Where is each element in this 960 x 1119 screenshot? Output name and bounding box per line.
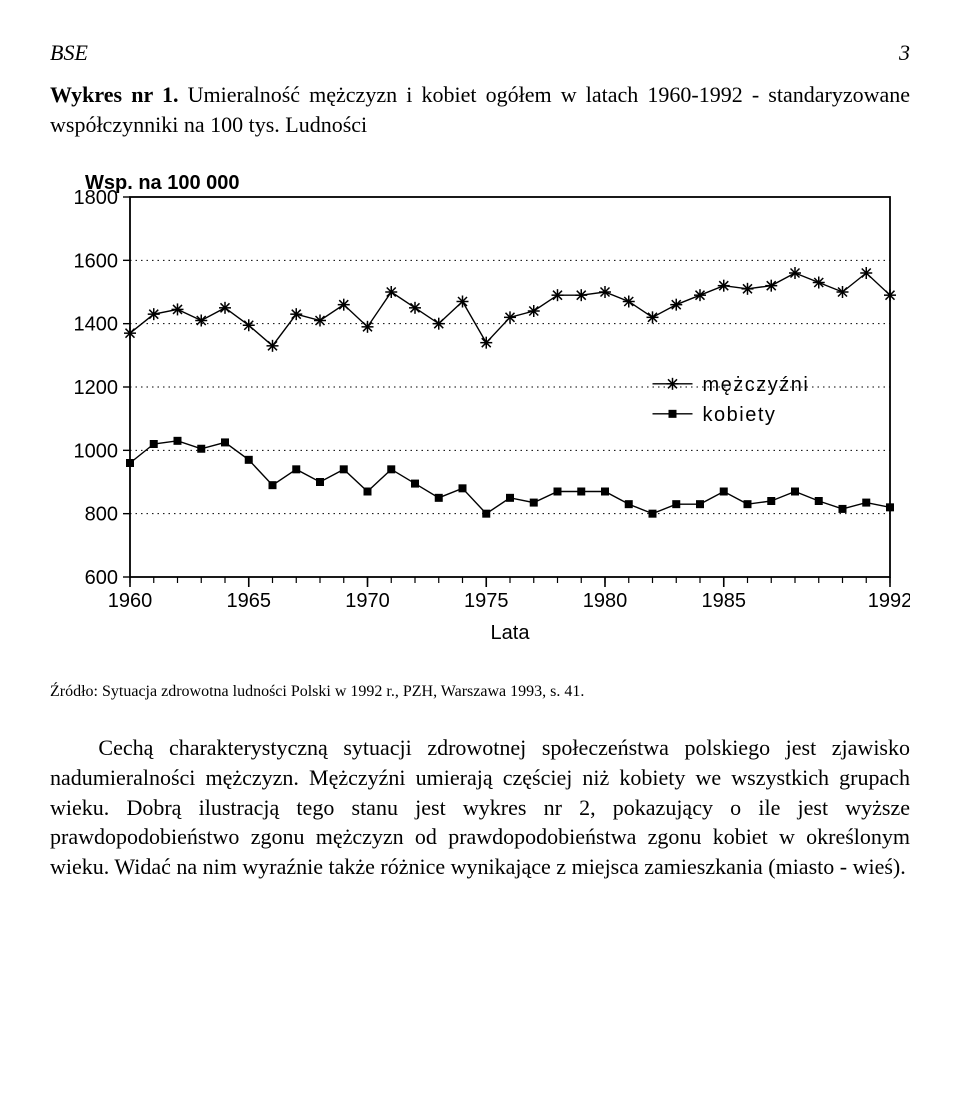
chart-svg: Wsp. na 100 0006008001000120014001600180… <box>50 167 910 647</box>
mortality-chart: Wsp. na 100 0006008001000120014001600180… <box>50 167 910 647</box>
svg-text:1400: 1400 <box>74 314 119 336</box>
figure-title-bold: Wykres nr 1. <box>50 82 178 107</box>
figure-title: Wykres nr 1. Umieralność mężczyzn i kobi… <box>50 80 910 139</box>
header-left: BSE <box>50 40 88 66</box>
page-header: BSE 3 <box>50 40 910 66</box>
svg-text:mężczyźni: mężczyźni <box>703 374 810 396</box>
svg-text:600: 600 <box>85 567 118 589</box>
svg-text:Lata: Lata <box>491 622 531 644</box>
svg-text:1970: 1970 <box>345 590 390 612</box>
svg-text:kobiety: kobiety <box>703 404 777 426</box>
figure-title-rest: Umieralność mężczyzn i kobiet ogółem w l… <box>50 82 910 137</box>
svg-text:1000: 1000 <box>74 441 119 463</box>
svg-text:1975: 1975 <box>464 590 509 612</box>
svg-text:1800: 1800 <box>74 187 119 209</box>
svg-text:1965: 1965 <box>227 590 272 612</box>
svg-text:1960: 1960 <box>108 590 153 612</box>
chart-source: Źródło: Sytuacja zdrowotna ludności Pols… <box>50 683 910 701</box>
svg-text:1600: 1600 <box>74 251 119 273</box>
svg-text:1992: 1992 <box>868 590 910 612</box>
svg-text:1985: 1985 <box>702 590 747 612</box>
svg-text:800: 800 <box>85 504 118 526</box>
header-right: 3 <box>899 40 910 66</box>
svg-text:1980: 1980 <box>583 590 628 612</box>
svg-text:1200: 1200 <box>74 377 119 399</box>
body-paragraph: Cechą charakterystyczną sytuacji zdrowot… <box>50 733 910 881</box>
